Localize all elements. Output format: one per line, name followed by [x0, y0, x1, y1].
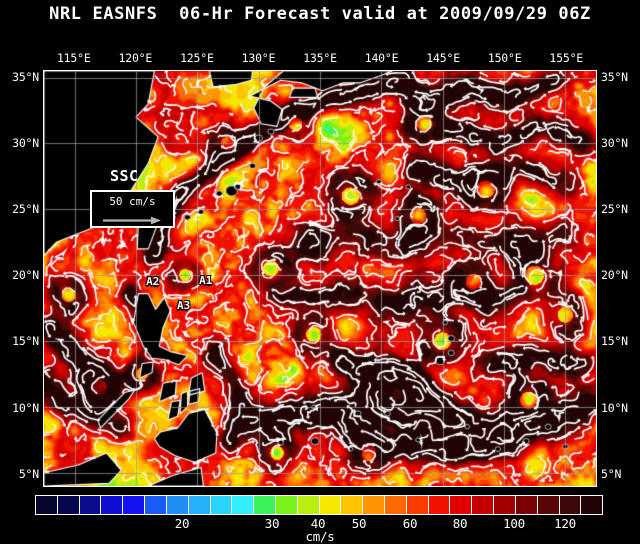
colorbar-cell [101, 496, 124, 514]
colorbar-cell [494, 496, 516, 514]
lat-tick-label-left: 20°N [12, 268, 39, 283]
colorbar-tick: 30 [264, 516, 280, 531]
colorbar-cell [385, 496, 407, 514]
colorbar-cell [232, 496, 255, 514]
colorbar-cell [581, 496, 603, 514]
colorbar-cell [559, 496, 582, 514]
lat-tick-label-left: 10°N [12, 400, 39, 415]
speed-colorbar [35, 495, 603, 515]
colorbar-tick: 60 [402, 516, 418, 531]
colorbar-tick: 40 [310, 516, 326, 531]
colorbar-cell [254, 496, 276, 514]
colorbar-cell [406, 496, 429, 514]
colorbar-tick-labels: 20 30 40 50 60 80 100 120 [0, 516, 640, 532]
lat-tick-label-right: 25°N [601, 202, 628, 216]
lon-tick-label: 135°E [303, 51, 337, 65]
colorbar-cell [36, 496, 58, 514]
lat-tick-label-right: 10°N [601, 400, 628, 415]
colorbar-tick: 20 [174, 516, 190, 531]
map-annotation-a1: A1 [199, 273, 213, 287]
colorbar-cell [123, 496, 146, 514]
lon-tick-label: 125°E [180, 51, 214, 65]
lat-tick-label-left: 30°N [12, 135, 39, 150]
lat-tick-label-right: 20°N [601, 268, 628, 283]
lon-tick-label: 115°E [56, 51, 91, 65]
lon-tick-label: 145°E [426, 51, 460, 65]
colorbar-tick: 50 [351, 516, 367, 531]
colorbar-cell [188, 496, 211, 514]
colorbar-cell [57, 496, 80, 514]
colorbar-cell [297, 496, 320, 514]
colorbar-cell [428, 496, 451, 514]
ssc-field-label: SSC [110, 167, 139, 185]
colorbar-tick: 120 [554, 516, 576, 531]
lat-tick-label-left: 5°N [18, 466, 39, 481]
lon-tick-label: 120°E [118, 51, 153, 65]
right-arrow-icon [103, 216, 161, 225]
lat-tick-label-right: 30°N [601, 135, 628, 150]
map-plot-area: SSC 50 cm/s A2 A1 A3 [43, 70, 597, 487]
lon-tick-label: 155°E [549, 51, 584, 65]
lat-tick-label-left: 35°N [12, 69, 39, 84]
colorbar-cell [515, 496, 538, 514]
lat-tick-label-right: 35°N [601, 69, 628, 84]
colorbar-cell [450, 496, 473, 514]
colorbar-cell [210, 496, 233, 514]
colorbar-cell [363, 496, 385, 514]
vector-scale-label: 50 cm/s [109, 195, 156, 208]
lon-tick-label: 150°E [487, 51, 522, 65]
page-title: NRL EASNFS 06-Hr Forecast valid at 2009/… [49, 4, 591, 24]
colorbar-cell [319, 496, 342, 514]
colorbar-cell [472, 496, 495, 514]
lon-tick-label: 130°E [241, 51, 276, 65]
lat-tick-label-right: 15°N [601, 334, 628, 349]
vector-scale-box: 50 cm/s [90, 190, 175, 228]
colorbar-cell [79, 496, 102, 514]
ocean-current-speed-map [44, 71, 596, 486]
colorbar-tick: 100 [503, 516, 525, 531]
colorbar-cell [537, 496, 560, 514]
lat-tick-label-left: 25°N [12, 202, 39, 216]
map-annotation-a2: A2 [146, 274, 160, 288]
colorbar-cell [166, 496, 189, 514]
colorbar-cell [145, 496, 167, 514]
lat-tick-label-right: 5°N [601, 466, 622, 481]
colorbar-cell [275, 496, 298, 514]
lat-tick-label-left: 15°N [12, 334, 39, 349]
map-annotation-a3: A3 [176, 298, 191, 312]
colorbar-unit-label: cm/s [305, 529, 335, 544]
colorbar-tick: 80 [452, 516, 468, 531]
lon-tick-label: 140°E [364, 51, 399, 65]
colorbar-cell [341, 496, 364, 514]
